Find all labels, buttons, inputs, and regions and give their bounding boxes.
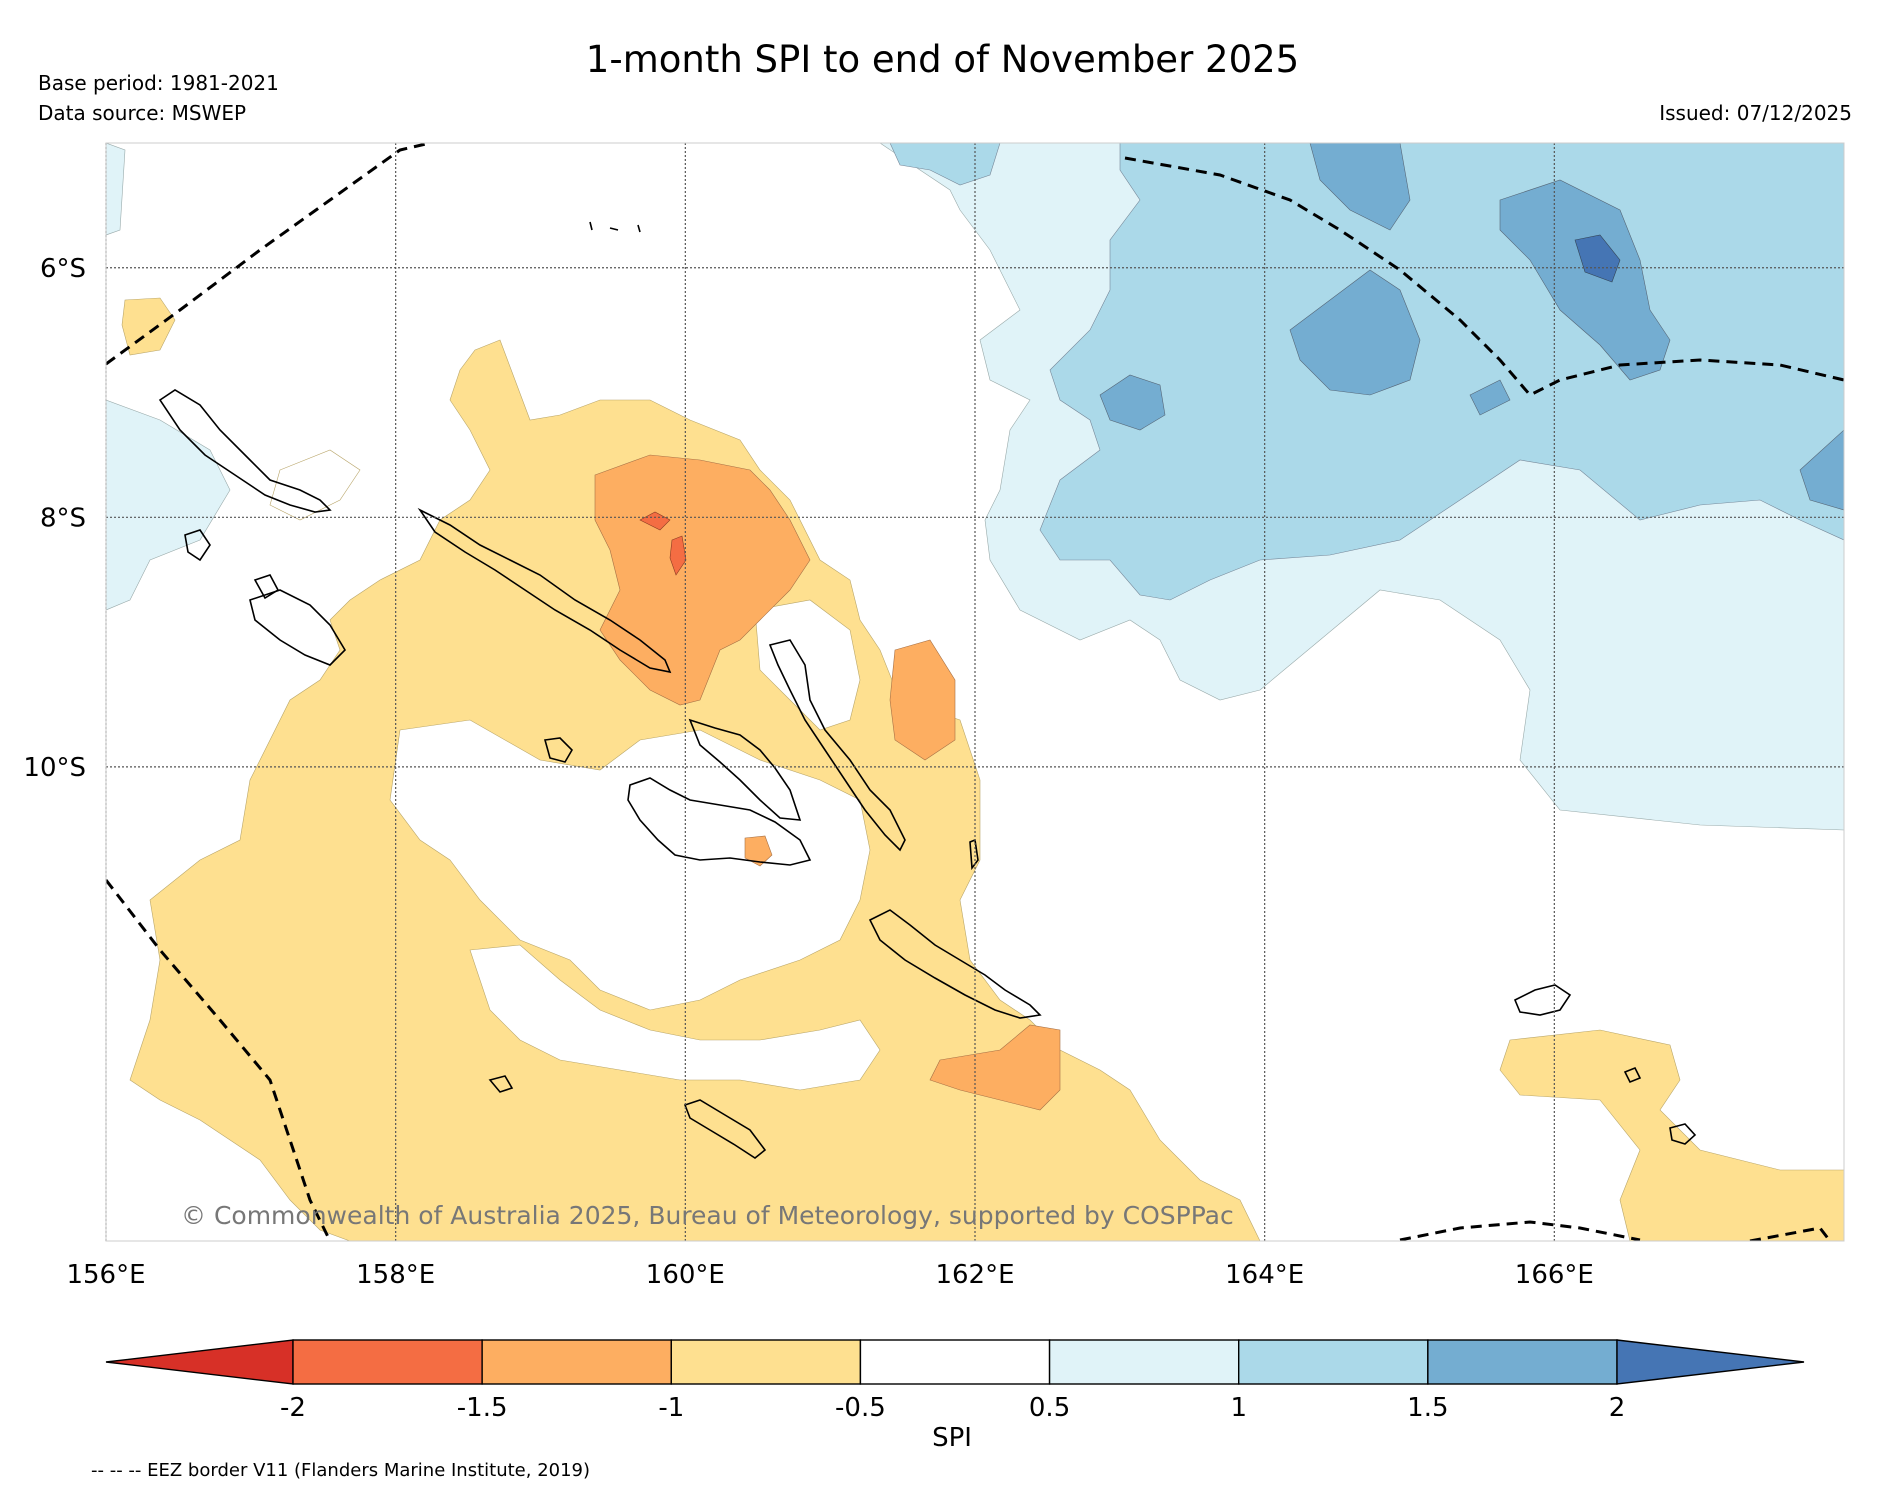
eez-border-note: -- -- -- EEZ border V11 (Flanders Marine…	[91, 1460, 591, 1481]
spi-zone-dry-mid-3	[929, 1024, 1061, 1111]
eez-border-ne	[1124, 156, 1844, 397]
coastlines	[158, 221, 1697, 1159]
eez-border-se	[1399, 1220, 1832, 1241]
colorbar-tick-label: 1.5	[1407, 1393, 1448, 1423]
spi-field	[106, 143, 1844, 1241]
colorbar-tick-labels: -2 -1.5 -1 -0.5 0.5 1 1.5 2	[280, 1393, 1625, 1423]
colorbar-tick-label: -2	[280, 1393, 306, 1423]
spi-zone-dry-mid-4	[744, 835, 773, 867]
island-nendo	[1513, 984, 1572, 1016]
spi-zone-wet-light-west	[106, 143, 231, 611]
colorbar-bin	[859, 1339, 1051, 1385]
eez-borders	[106, 143, 1844, 1241]
eez-border-sw	[106, 879, 332, 1241]
spi-zone-dry-strong-2	[669, 535, 687, 576]
island-bougainville	[158, 389, 332, 513]
eez-border-nw	[106, 143, 431, 366]
colorbar-tick-label: -1.5	[457, 1393, 508, 1423]
longitude-label: 162°E	[935, 1260, 1014, 1290]
spi-zone-dry-mid-2	[889, 639, 956, 761]
island-makira	[868, 909, 1042, 1019]
spi-zone-wet-strong-5	[1469, 379, 1844, 511]
colorbar-bin	[292, 1339, 483, 1385]
island-sikaiana	[969, 838, 979, 871]
copyright-watermark: © Commonwealth of Australia 2025, Bureau…	[181, 1201, 1234, 1230]
colorbar-bin	[1427, 1339, 1618, 1385]
colorbar-tick-label: -0.5	[835, 1393, 886, 1423]
map-title: 1-month SPI to end of November 2025	[585, 38, 1300, 81]
island-rennell	[683, 1099, 767, 1159]
longitude-label: 158°E	[356, 1260, 435, 1290]
island-santa-isabel	[688, 718, 802, 821]
data-source-label: Data source: MSWEP	[38, 101, 247, 125]
island-new-georgia	[249, 589, 347, 666]
latitude-label: 10°S	[23, 753, 86, 783]
island-choiseul	[417, 507, 672, 674]
spi-zone-wet-mid-n	[889, 143, 1001, 186]
spi-zone-wet-strong-1	[1309, 143, 1411, 231]
base-period-label: Base period: 1981-2021	[38, 71, 279, 95]
spi-colorbar	[105, 1339, 1805, 1385]
spi-zone-dry-strong-1	[639, 511, 671, 531]
colorbar-tick-label: 1	[1230, 1393, 1247, 1423]
spi-zone-dry-light-nw	[121, 297, 176, 356]
colorbar-bin	[105, 1339, 294, 1385]
latitude-label: 6°S	[40, 254, 86, 284]
spi-zone-normal-gap-1	[389, 719, 871, 1011]
colorbar-title: SPI	[932, 1423, 972, 1453]
colorbar-bin	[1616, 1339, 1805, 1385]
colorbar-tick-label: 0.5	[1029, 1393, 1070, 1423]
longitude-label: 166°E	[1515, 1260, 1594, 1290]
latitude-labels: 6°S 8°S 10°S	[23, 254, 86, 783]
longitude-labels: 156°E 158°E 160°E 162°E 164°E 166°E	[66, 1260, 1593, 1290]
longitude-label: 160°E	[646, 1260, 725, 1290]
spi-zone-wet-strong-4	[1099, 374, 1166, 431]
map-frame	[105, 142, 1845, 1242]
island-ontong-java	[589, 221, 641, 233]
colorbar-bin	[1048, 1339, 1240, 1385]
colorbar-bin	[1238, 1339, 1429, 1385]
spi-zone-wet-strong-3	[1289, 269, 1421, 396]
spi-zone-wet-extreme	[1574, 234, 1621, 283]
longitude-label: 164°E	[1225, 1260, 1304, 1290]
colorbar-tick-label: -1	[658, 1393, 684, 1423]
longitude-label: 156°E	[66, 1260, 145, 1290]
colorbar-bin	[481, 1339, 672, 1385]
colorbar-tick-label: 2	[1609, 1393, 1626, 1423]
island-russell	[543, 737, 574, 763]
spi-zone-normal-gap-3	[754, 599, 861, 731]
island-shortland	[184, 529, 280, 600]
island-banks	[1669, 1123, 1697, 1145]
colorbar-bin	[670, 1339, 862, 1385]
island-guadalcanal	[627, 777, 812, 866]
issued-date-label: Issued: 07/12/2025	[1659, 101, 1852, 125]
spi-zone-normal-gap-2	[469, 944, 881, 1091]
spi-zone-normal-gap-4	[269, 449, 361, 521]
island-vanikoro	[1623, 1066, 1642, 1084]
latitude-label: 8°S	[40, 503, 86, 533]
spi-zone-wet-strong-2	[1499, 179, 1671, 381]
spi-zone-wet-mid	[1039, 143, 1844, 601]
island-malaita	[768, 639, 906, 852]
island-ndai	[488, 1075, 514, 1093]
